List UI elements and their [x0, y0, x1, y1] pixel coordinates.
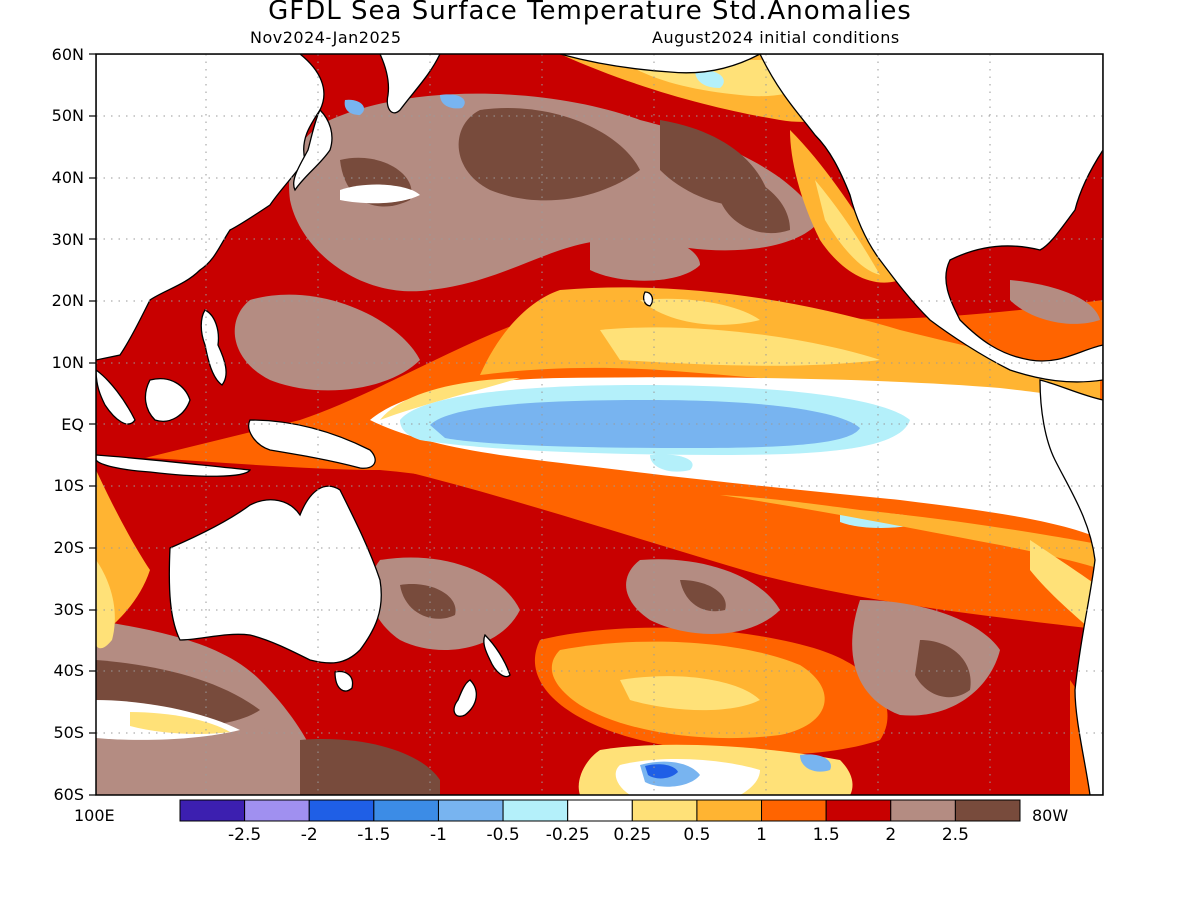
lon-label-west: 100E	[74, 806, 115, 825]
lat-label: EQ	[61, 415, 84, 434]
colorbar	[179, 799, 1021, 822]
colorbar-tick-label: -2.5	[228, 825, 262, 845]
colorbar-tick-label: 1.5	[812, 825, 840, 845]
colorbar-swatch	[567, 799, 633, 822]
colorbar-swatch	[244, 799, 310, 822]
colorbar-swatch	[502, 799, 569, 822]
colorbar-tick-label: -0.25	[545, 825, 590, 845]
colorbar-tick-label: 1	[756, 825, 767, 845]
colorbar-swatch	[179, 799, 246, 822]
landmass	[96, 54, 1103, 795]
colorbar-swatch	[437, 799, 504, 822]
lat-label: 20S	[53, 538, 84, 557]
lat-label: 30N	[51, 230, 84, 249]
forecast-period: Nov2024-Jan2025	[250, 28, 402, 47]
colorbar-swatch	[825, 799, 892, 822]
colorbar-tick-label: 0.5	[683, 825, 711, 845]
colorbar-swatch	[890, 799, 956, 822]
lat-label: 60S	[53, 785, 84, 804]
lat-label: 30S	[53, 600, 84, 619]
graticule	[96, 54, 1103, 795]
lat-label: 50S	[53, 723, 84, 742]
lat-label: 10N	[51, 353, 84, 372]
colorbar-swatch	[761, 799, 827, 822]
colorbar-swatch	[308, 799, 375, 822]
lon-label-east: 80W	[1032, 806, 1069, 825]
lat-label: 40N	[51, 168, 84, 187]
colorbar-tick-label: -0.5	[486, 825, 520, 845]
lat-label: 20N	[51, 291, 84, 310]
initial-conditions: August2024 initial conditions	[652, 28, 900, 47]
colorbar-swatch	[696, 799, 763, 822]
colorbar-swatch	[631, 799, 698, 822]
colorbar-tick-label: -1	[429, 825, 447, 845]
lat-label: 10S	[53, 476, 84, 495]
lat-label: 60N	[51, 45, 84, 64]
lat-label: 50N	[51, 106, 84, 125]
lat-label: 40S	[53, 661, 84, 680]
colorbar-tick-label: 0.25	[613, 825, 652, 845]
colorbar-tick-label: 2.5	[941, 825, 969, 845]
colorbar-swatch	[954, 799, 1021, 822]
colorbar-swatch	[373, 799, 439, 822]
map-title: GFDL Sea Surface Temperature Std.Anomali…	[268, 0, 912, 26]
colorbar-tick-label: -2	[300, 825, 318, 845]
lat-ticks	[89, 53, 96, 796]
colorbar-tick-label: 2	[885, 825, 897, 845]
colorbar-tick-label: -1.5	[357, 825, 391, 845]
